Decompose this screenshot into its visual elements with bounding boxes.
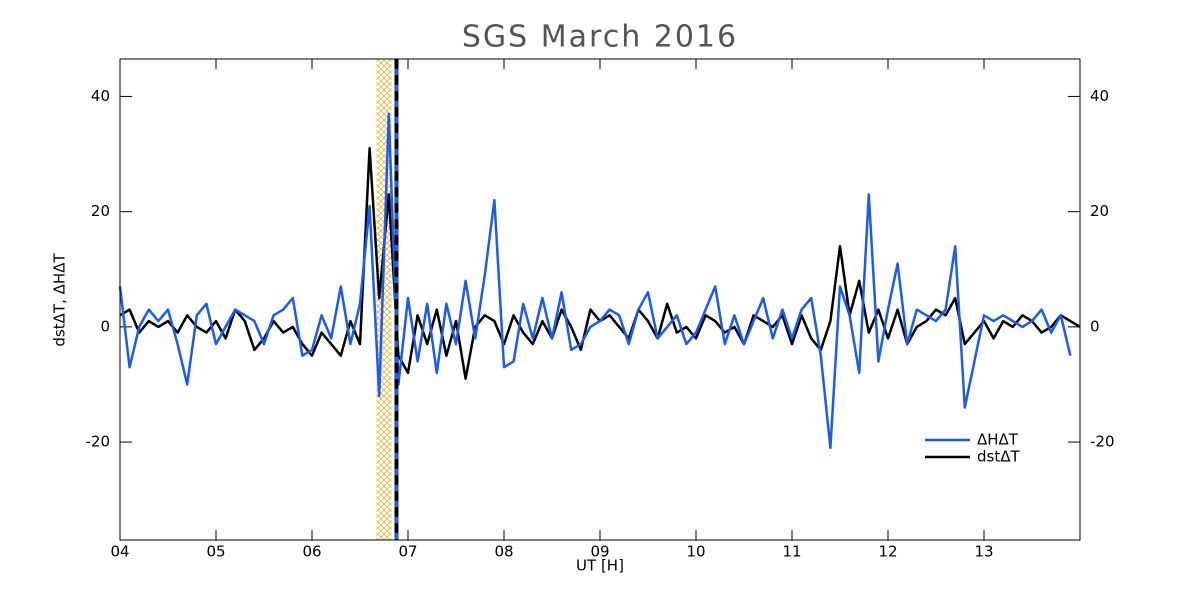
y2-tick-label: 20: [1090, 202, 1109, 220]
x-tick-label: 12: [878, 543, 897, 561]
x-axis-label: UT [H]: [576, 557, 624, 575]
y2-tick-label: 0: [1090, 317, 1100, 335]
y2-tick-label: 40: [1090, 87, 1109, 105]
shaded-region: [376, 59, 392, 540]
x-tick-label: 05: [206, 543, 225, 561]
y-tick-label: 0: [100, 317, 110, 335]
y-tick-label: 20: [91, 202, 110, 220]
y-axis-label: dstΔT, ΔHΔT: [51, 253, 69, 347]
x-tick-label: 09: [590, 543, 609, 561]
legend-label: dstΔT: [977, 448, 1020, 466]
x-tick-label: 10: [686, 543, 705, 561]
x-tick-label: 13: [974, 543, 993, 561]
series-line: [118, 112, 1072, 450]
x-tick-label: 06: [302, 543, 321, 561]
y-tick-label: 40: [91, 87, 110, 105]
chart-title: SGS March 2016: [462, 20, 738, 55]
x-tick-label: 04: [110, 543, 129, 561]
legend-label: ΔHΔT: [977, 431, 1019, 449]
x-tick-label: 08: [494, 543, 513, 561]
y2-tick-label: -20: [1090, 433, 1115, 451]
x-tick-label: 07: [398, 543, 417, 561]
y-tick-label: -20: [86, 433, 111, 451]
x-tick-label: 11: [782, 543, 801, 561]
plot-frame: [119, 58, 1081, 541]
